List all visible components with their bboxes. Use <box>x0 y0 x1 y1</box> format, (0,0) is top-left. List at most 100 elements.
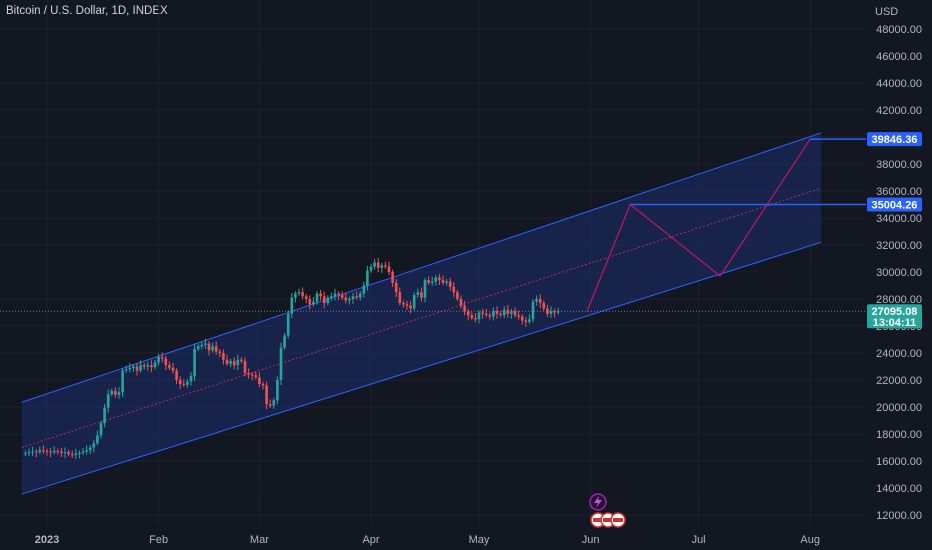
candle-body <box>546 308 549 314</box>
candle-body <box>434 277 438 282</box>
last-price-label: 27095.08 <box>872 306 918 318</box>
candle-body <box>229 361 232 364</box>
candle-body <box>348 299 351 301</box>
candle-body <box>553 311 556 313</box>
candle-body <box>549 311 553 314</box>
candle-body <box>290 297 294 314</box>
candle-body <box>38 450 42 453</box>
candle-body <box>214 346 218 352</box>
candle-body <box>535 299 538 302</box>
candle-body <box>380 265 384 268</box>
candle-body <box>106 394 110 408</box>
candle-body <box>312 301 315 305</box>
candle-body <box>416 292 420 295</box>
candle-body <box>171 367 175 371</box>
candle-body <box>160 357 164 359</box>
candle-body <box>225 359 229 364</box>
candle-body <box>272 400 276 406</box>
candle-body <box>366 270 369 286</box>
y-tick-label: 28000.00 <box>876 294 922 306</box>
candle-body <box>294 293 297 298</box>
candle-body <box>96 435 99 444</box>
candle-body <box>240 359 243 362</box>
candle-body <box>92 443 96 448</box>
y-tick-label: 22000.00 <box>876 375 922 387</box>
candle-body <box>186 381 189 385</box>
candle-body <box>412 294 416 309</box>
candle-body <box>175 370 178 380</box>
candle-body <box>27 452 31 454</box>
candle-body <box>477 312 481 320</box>
candle-body <box>301 292 304 297</box>
flag-stripe <box>613 518 623 522</box>
candle-body <box>358 293 362 298</box>
candle-body <box>261 384 265 386</box>
candle-body <box>430 281 434 283</box>
candle-body <box>232 361 236 366</box>
x-tick-label: 2023 <box>35 534 59 546</box>
candle-body <box>34 451 38 453</box>
channel-upper-line[interactable] <box>21 132 822 403</box>
candle-body <box>542 303 546 309</box>
candle-body <box>67 452 70 455</box>
countdown-label: 13:04:11 <box>873 317 916 329</box>
candle-body <box>276 380 279 401</box>
y-tick-label: 46000.00 <box>876 51 922 63</box>
candle-body <box>441 280 445 283</box>
candle-body <box>132 366 135 368</box>
candle-body <box>182 384 186 386</box>
candle-body <box>153 362 157 368</box>
candle-body <box>448 281 452 287</box>
candle-body <box>189 375 193 382</box>
candle-body <box>135 366 139 371</box>
candle-body <box>373 262 376 267</box>
candle-body <box>74 453 78 455</box>
projection-path[interactable] <box>586 138 811 312</box>
x-tick-label: Mar <box>250 534 269 546</box>
candle-body <box>110 390 114 395</box>
candle-body <box>164 358 168 366</box>
candle-body <box>78 452 81 454</box>
candle-body <box>85 450 88 452</box>
candle-body <box>128 367 132 370</box>
candle-body <box>394 282 398 293</box>
channel-lower-line[interactable] <box>21 241 822 495</box>
lightning-glyph <box>594 496 602 508</box>
level-badge[interactable] <box>867 132 922 147</box>
candle-body <box>344 297 348 301</box>
candle-body <box>319 293 322 297</box>
candle-body <box>409 305 412 309</box>
candle-body <box>376 262 380 268</box>
y-tick-label: 24000.00 <box>876 348 922 360</box>
candle-body <box>168 365 171 368</box>
x-tick-label: Feb <box>149 534 168 546</box>
candle-body <box>340 294 344 298</box>
currency-label: USD <box>875 6 898 18</box>
x-tick-label: May <box>469 534 490 546</box>
candle-body <box>402 303 405 305</box>
level-badge[interactable] <box>867 197 922 212</box>
chart-title: Bitcoin / U.S. Dollar, 1D, INDEX <box>6 5 168 17</box>
candle-body <box>517 315 520 317</box>
candle-body <box>254 375 258 378</box>
candle-body <box>308 299 312 305</box>
candle-body <box>60 451 63 453</box>
candle-body <box>142 365 146 367</box>
candle-body <box>286 313 290 336</box>
candle-body <box>279 347 283 380</box>
level-badge-label: 35004.26 <box>872 199 918 211</box>
candle-body <box>326 297 330 304</box>
candle-body <box>488 315 492 317</box>
y-tick-label: 18000.00 <box>876 429 922 441</box>
candle-body <box>556 311 560 313</box>
candle-body <box>528 319 531 322</box>
x-tick-label: Jul <box>692 534 706 546</box>
candle-body <box>193 348 196 376</box>
candle-body <box>218 351 222 353</box>
candle-body <box>304 296 308 299</box>
candle-body <box>157 357 160 363</box>
candle-body <box>139 365 142 371</box>
candle-body <box>56 450 60 452</box>
candle-body <box>250 374 254 376</box>
